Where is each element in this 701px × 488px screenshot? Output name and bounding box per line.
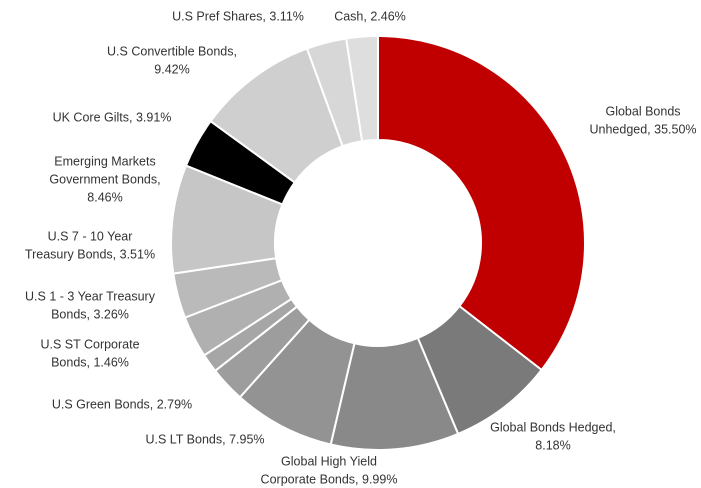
slice-label: U.S Green Bonds, 2.79% <box>52 397 192 411</box>
slice-label: U.S LT Bonds, 7.95% <box>145 432 264 446</box>
slice-label: U.S Pref Shares, 3.11% <box>172 9 304 23</box>
slice <box>377 34 586 372</box>
slice-label: Corporate Bonds, 9.99% <box>261 472 398 486</box>
slice-label: Global Bonds <box>605 104 680 118</box>
slice-label: Global Bonds Hedged, <box>490 420 616 434</box>
slice-label: Unhedged, 35.50% <box>589 122 696 136</box>
slice-label: Treasury Bonds, 3.51% <box>25 247 155 261</box>
slice <box>344 34 379 143</box>
slice-label: U.S Convertible Bonds, <box>107 44 237 58</box>
slice-label: Global High Yield <box>281 454 377 468</box>
slice-label: Government Bonds, <box>49 172 160 186</box>
slice-label: U.S 1 - 3 Year Treasury <box>25 289 156 303</box>
slice-label: 8.46% <box>87 190 122 204</box>
slice-label: 9.42% <box>154 62 189 76</box>
slice-label: UK Core Gilts, 3.91% <box>53 110 172 124</box>
slice-label: U.S ST Corporate <box>40 337 139 351</box>
slice-label: 8.18% <box>535 438 570 452</box>
slice-label: Bonds, 1.46% <box>51 355 129 369</box>
slice-label: Bonds, 3.26% <box>51 307 129 321</box>
slice-label: Cash, 2.46% <box>334 9 406 23</box>
slice-label: Emerging Markets <box>54 154 155 168</box>
slice-label: U.S 7 - 10 Year <box>48 229 133 243</box>
